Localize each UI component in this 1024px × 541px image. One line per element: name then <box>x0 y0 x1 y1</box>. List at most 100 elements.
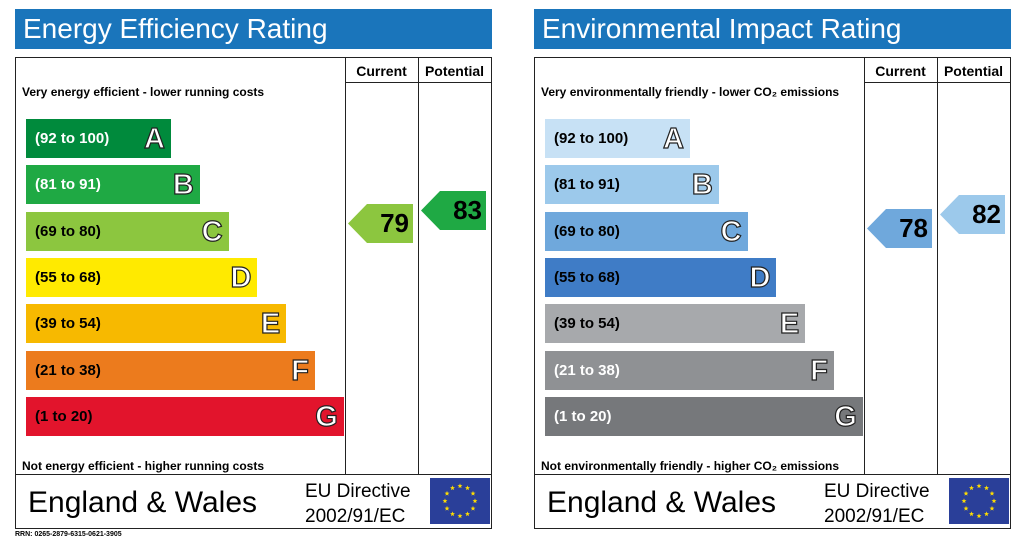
band-letter: B <box>691 169 713 202</box>
star-icon <box>976 513 982 519</box>
rating-band-f: (21 to 38) F <box>545 350 834 390</box>
panel-title: Energy Efficiency Rating <box>15 9 492 49</box>
column-divider <box>937 58 938 474</box>
star-icon <box>991 498 997 504</box>
current-rating-arrow: 78 <box>867 208 932 248</box>
band-range-label: (81 to 91) <box>554 176 620 194</box>
star-icon <box>450 485 455 491</box>
rating-band-g: (1 to 20) G <box>545 396 863 436</box>
star-icon <box>969 485 974 491</box>
footer-divider <box>16 474 491 475</box>
eu-flag-icon <box>430 478 490 524</box>
rating-band-b: (81 to 91) B <box>26 165 200 205</box>
star-icon <box>963 490 969 496</box>
star-icon <box>465 485 470 491</box>
top-caption: Very energy efficient - lower running co… <box>22 85 265 99</box>
rating-band-e: (39 to 54) E <box>26 304 287 344</box>
rating-band-c: (69 to 80) C <box>545 211 748 251</box>
column-divider <box>418 58 419 474</box>
band-range-label: (69 to 80) <box>35 222 101 240</box>
band-range-label: (92 to 100) <box>35 130 110 147</box>
region-label: England & Wales <box>28 486 258 519</box>
rating-band-a: (92 to 100) A <box>26 119 171 158</box>
band-letter: D <box>749 261 771 294</box>
band-letter: F <box>291 354 310 387</box>
rating-band-d: (55 to 68) D <box>26 257 258 297</box>
column-divider <box>345 58 346 474</box>
band-letter: G <box>834 400 858 433</box>
star-icon <box>457 483 463 489</box>
directive-line-1: EU Directive <box>824 481 930 502</box>
star-icon <box>989 505 995 511</box>
rating-band-g: (1 to 20) G <box>26 396 344 436</box>
star-icon <box>444 505 450 511</box>
panel-title: Environmental Impact Rating <box>534 9 1011 49</box>
bottom-caption: Not environmentally friendly - higher CO… <box>541 459 840 473</box>
rating-frame: Current Potential Very energy efficient … <box>15 57 492 529</box>
directive-label: EU Directive 2002/91/EC <box>305 479 411 529</box>
directive-label: EU Directive 2002/91/EC <box>824 479 930 529</box>
band-letter: G <box>315 400 339 433</box>
star-icon <box>470 490 476 496</box>
band-range-label: (39 to 54) <box>35 315 101 333</box>
rating-band-f: (21 to 38) F <box>26 350 315 390</box>
band-letter: C <box>720 215 742 248</box>
star-icon <box>442 498 448 504</box>
star-icon <box>465 511 470 517</box>
band-range-label: (55 to 68) <box>35 268 101 286</box>
band-range-label: (21 to 38) <box>35 361 101 379</box>
star-icon <box>444 490 450 496</box>
directive-line-2: 2002/91/EC <box>305 506 406 527</box>
rrn-label: RRN: 0265-2879-6315-0621-3905 <box>15 531 122 538</box>
band-letter: B <box>172 169 194 202</box>
column-divider <box>864 58 865 474</box>
band-range-label: (92 to 100) <box>554 130 629 147</box>
star-icon <box>457 513 463 519</box>
footer-divider <box>535 474 1010 475</box>
star-icon <box>976 483 982 489</box>
potential-column-header: Potential <box>943 63 1004 79</box>
potential-column-header: Potential <box>424 63 485 79</box>
band-letter: A <box>662 122 684 155</box>
band-letter: E <box>779 308 800 341</box>
star-icon <box>989 490 995 496</box>
band-range-label: (21 to 38) <box>554 361 620 379</box>
star-icon <box>470 505 476 511</box>
energy-efficiency-panel: Energy Efficiency Rating Current Potenti… <box>15 9 492 530</box>
band-range-label: (39 to 54) <box>554 315 620 333</box>
eu-flag-icon <box>949 478 1009 524</box>
star-icon <box>984 485 989 491</box>
band-letter: E <box>260 308 281 341</box>
band-letter: D <box>230 261 252 294</box>
current-column-header: Current <box>875 63 926 79</box>
star-icon <box>961 498 967 504</box>
potential-rating-arrow: 82 <box>940 195 1005 235</box>
band-range-label: (69 to 80) <box>554 222 620 240</box>
rating-frame: Current Potential Very environmentally f… <box>534 57 1011 529</box>
directive-line-2: 2002/91/EC <box>824 506 925 527</box>
current-rating-arrow: 79 <box>348 204 413 244</box>
band-range-label: (1 to 20) <box>554 407 612 425</box>
star-icon <box>963 505 969 511</box>
band-letter: C <box>201 215 223 248</box>
environmental-impact-panel: Environmental Impact Rating Current Pote… <box>534 9 1011 530</box>
top-caption: Very environmentally friendly - lower CO… <box>541 85 840 99</box>
rating-value: 79 <box>380 208 409 239</box>
star-icon <box>450 511 455 517</box>
rating-value: 78 <box>899 212 928 243</box>
rating-value: 82 <box>972 199 1001 230</box>
directive-line-1: EU Directive <box>305 481 411 502</box>
star-icon <box>472 498 478 504</box>
rating-band-e: (39 to 54) E <box>545 304 806 344</box>
band-range-label: (81 to 91) <box>35 176 101 194</box>
current-column-header: Current <box>356 63 407 79</box>
region-label: England & Wales <box>547 486 777 519</box>
rating-band-d: (55 to 68) D <box>545 257 777 297</box>
star-icon <box>969 511 974 517</box>
bottom-caption: Not energy efficient - higher running co… <box>22 459 265 473</box>
band-range-label: (1 to 20) <box>35 407 93 425</box>
star-icon <box>984 511 989 517</box>
rating-band-b: (81 to 91) B <box>545 165 719 205</box>
band-letter: A <box>143 122 165 155</box>
potential-rating-arrow: 83 <box>421 190 486 230</box>
